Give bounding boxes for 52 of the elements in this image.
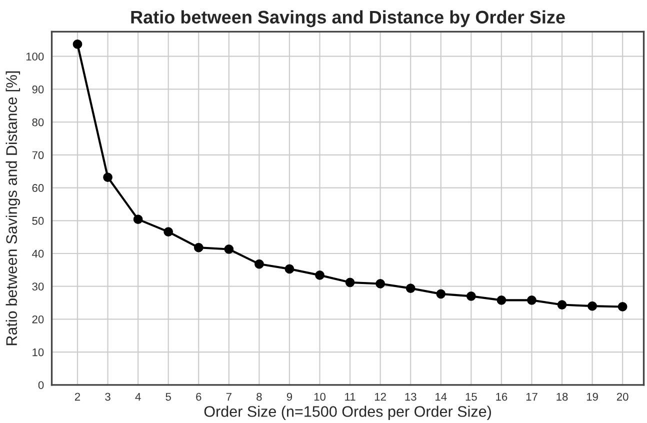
chart-title: Ratio between Savings and Distance by Order Size (131, 10, 565, 28)
y-tick-label: 80 (32, 118, 44, 126)
y-tick-label: 20 (32, 315, 44, 324)
x-tick-label: 11 (345, 392, 356, 401)
point (254, 259, 264, 269)
y-tick-label: 30 (32, 282, 44, 290)
x-tick-label: 3 (105, 392, 110, 401)
point (103, 172, 112, 182)
point (557, 300, 567, 310)
x-tick-label: 4 (135, 392, 141, 401)
y-tick-label: 50 (32, 216, 44, 225)
y-tick-label: 70 (32, 151, 44, 160)
x-tick-label: 17 (526, 392, 538, 401)
y-axis-title: Ratio between Savings and Distance [%] (6, 71, 20, 346)
x-tick-label: 13 (405, 392, 416, 401)
x-tick-label: 12 (374, 392, 386, 401)
point (284, 264, 294, 274)
y-tick-label: 40 (32, 250, 44, 258)
point (315, 270, 324, 280)
y-tick-label: 90 (32, 85, 44, 94)
x-tick-label: 10 (314, 392, 326, 401)
point (133, 214, 143, 224)
point (588, 301, 597, 311)
point (496, 295, 506, 305)
point (618, 302, 628, 312)
x-tick-label: 16 (496, 392, 508, 401)
x-tick-label: 9 (286, 392, 292, 401)
x-tick-label: 18 (556, 392, 568, 401)
y-tick-label: 0 (38, 381, 44, 390)
x-tick-label: 2 (74, 392, 80, 401)
x-tick-label: 15 (466, 392, 477, 401)
point (224, 244, 234, 254)
point (406, 284, 416, 294)
point (527, 295, 536, 305)
x-tick-label: 14 (436, 392, 447, 401)
point (345, 278, 355, 288)
x-axis-title: Order Size (n=1500 Ordes per Order Size) (204, 406, 491, 420)
x-tick-label: 7 (226, 392, 232, 401)
y-tick-label: 10 (32, 348, 44, 356)
point (194, 242, 204, 252)
x-tick-label: 5 (166, 392, 171, 401)
x-tick-label: 8 (256, 392, 262, 401)
y-tick-label: 60 (32, 184, 44, 192)
x-tick-label: 19 (586, 392, 598, 401)
point (466, 292, 476, 301)
x-tick-label: 20 (616, 392, 628, 401)
x-tick-label: 6 (196, 392, 202, 401)
point (376, 279, 385, 288)
point (164, 227, 174, 237)
point (72, 40, 82, 49)
point (436, 289, 446, 299)
y-tick-label: 100 (26, 52, 44, 61)
